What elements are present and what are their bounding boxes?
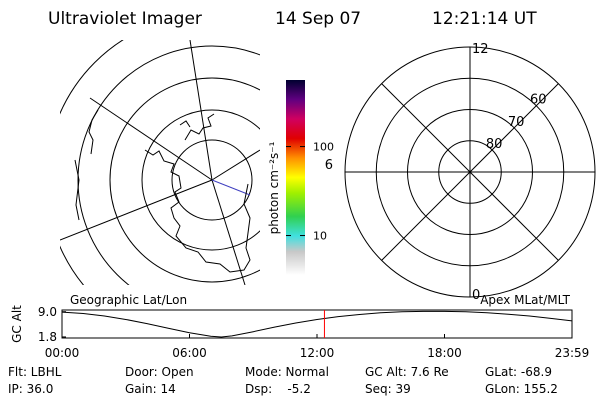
title: Ultraviolet Imager <box>48 9 202 29</box>
polar-plot: 607080126018 <box>325 42 596 303</box>
info-field: Mode: Normal <box>245 365 329 379</box>
y-axis-label: GC Alt <box>10 305 24 343</box>
info-field: Door: Open <box>125 365 194 379</box>
lat-label: 70 <box>508 115 525 130</box>
info-field: GC Alt: 7.6 Re <box>365 365 449 379</box>
info-field: Gain: 14 <box>125 382 176 396</box>
x-tick-label: 23:59 <box>555 346 590 360</box>
y-tick-label: 9.0 <box>38 305 57 319</box>
info-field: IP: 36.0 <box>8 382 53 396</box>
date: 14 Sep 07 <box>275 9 361 29</box>
map-label: Apex MLat/MLT <box>480 293 570 307</box>
x-tick-label: 18:00 <box>427 346 462 360</box>
colorbar-label: photon cm⁻²s⁻¹ <box>267 141 281 234</box>
time: 12:21:14 UT <box>432 9 537 29</box>
altitude-plot: 00:00 06:00 12:00 18:00 23:59 9.0 1.8 <box>38 305 589 360</box>
info-field: Flt: LBHL <box>8 365 62 379</box>
mlt-label: 0 <box>472 288 480 303</box>
info-field: GLon: 155.2 <box>485 382 558 396</box>
polar-spoke <box>381 83 559 261</box>
lat-label: 60 <box>530 93 547 108</box>
colorbar-tick-label: 10 <box>313 230 327 243</box>
map-label: Geographic Lat/Lon <box>70 293 187 307</box>
altitude-line <box>61 310 573 338</box>
x-tick-label: 06:00 <box>172 346 207 360</box>
colorbar <box>286 80 305 275</box>
geographic-map <box>60 40 260 285</box>
mlt-label: 12 <box>472 42 489 57</box>
x-tick-label: 12:00 <box>300 346 335 360</box>
lat-label: 80 <box>486 137 503 152</box>
info-panel: Flt: LBHL Door: Open Mode: Normal GC Alt: 7… <box>8 365 558 396</box>
colorbar-tick-label: 100 <box>313 141 334 154</box>
info-field: Dsp: -5.2 <box>245 382 311 396</box>
altitude-frame <box>61 309 573 339</box>
mlt-label: 6 <box>325 158 333 173</box>
y-tick-label: 1.8 <box>38 330 57 344</box>
colorbar-ticks: 10 100 <box>286 141 334 243</box>
x-tick-label: 00:00 <box>45 346 80 360</box>
info-field: GLat: -68.9 <box>485 365 552 379</box>
info-field: Seq: 39 <box>365 382 411 396</box>
